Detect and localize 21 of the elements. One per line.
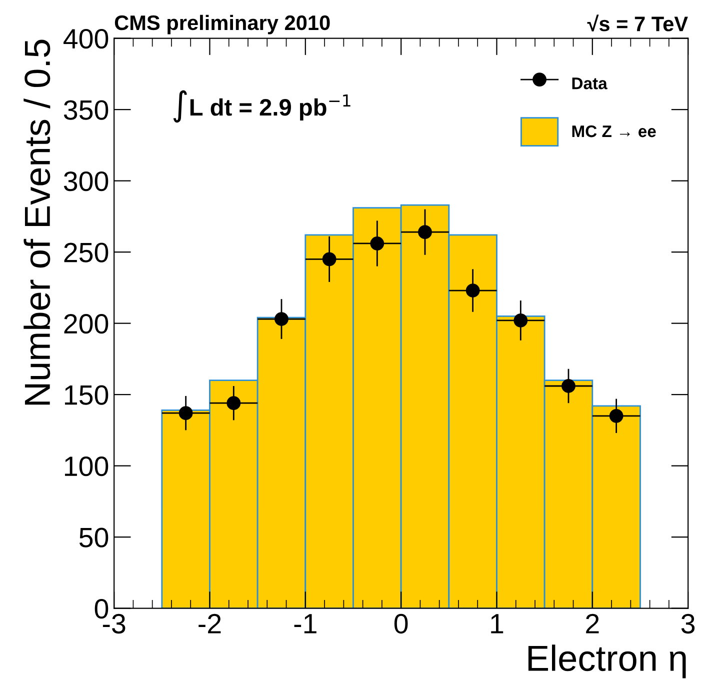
y-tick-label: 150 <box>64 385 108 405</box>
y-axis-title: Number of Events / 0.5 <box>24 40 50 405</box>
x-tick-label: 2 <box>586 614 599 634</box>
y-tick-label: 250 <box>64 242 108 262</box>
chart-title: CMS preliminary 2010 <box>114 14 330 34</box>
x-axis-title: Electron η <box>528 644 686 678</box>
y-tick-label: 100 <box>64 456 108 476</box>
x-tick-label: -2 <box>198 614 221 634</box>
y-tick-label: 400 <box>64 28 108 49</box>
y-tick-label: 350 <box>64 100 108 120</box>
annotation: ∫L dt = 2.9 pb$^{−1}$ <box>173 90 350 123</box>
x-tick-label: 3 <box>681 614 695 634</box>
text: √s = 7 TeV <box>587 14 688 32</box>
x-tick-label: 1 <box>491 614 504 634</box>
y-tick-label: 300 <box>64 171 108 192</box>
legend-label: Data <box>572 78 608 90</box>
legend-label: MC Z → ee <box>572 125 656 138</box>
y-tick-label: 50 <box>79 528 108 548</box>
x-tick-label: 0 <box>394 614 408 634</box>
y-tick-label: 200 <box>64 314 108 334</box>
x-tick-label: -1 <box>294 614 316 634</box>
